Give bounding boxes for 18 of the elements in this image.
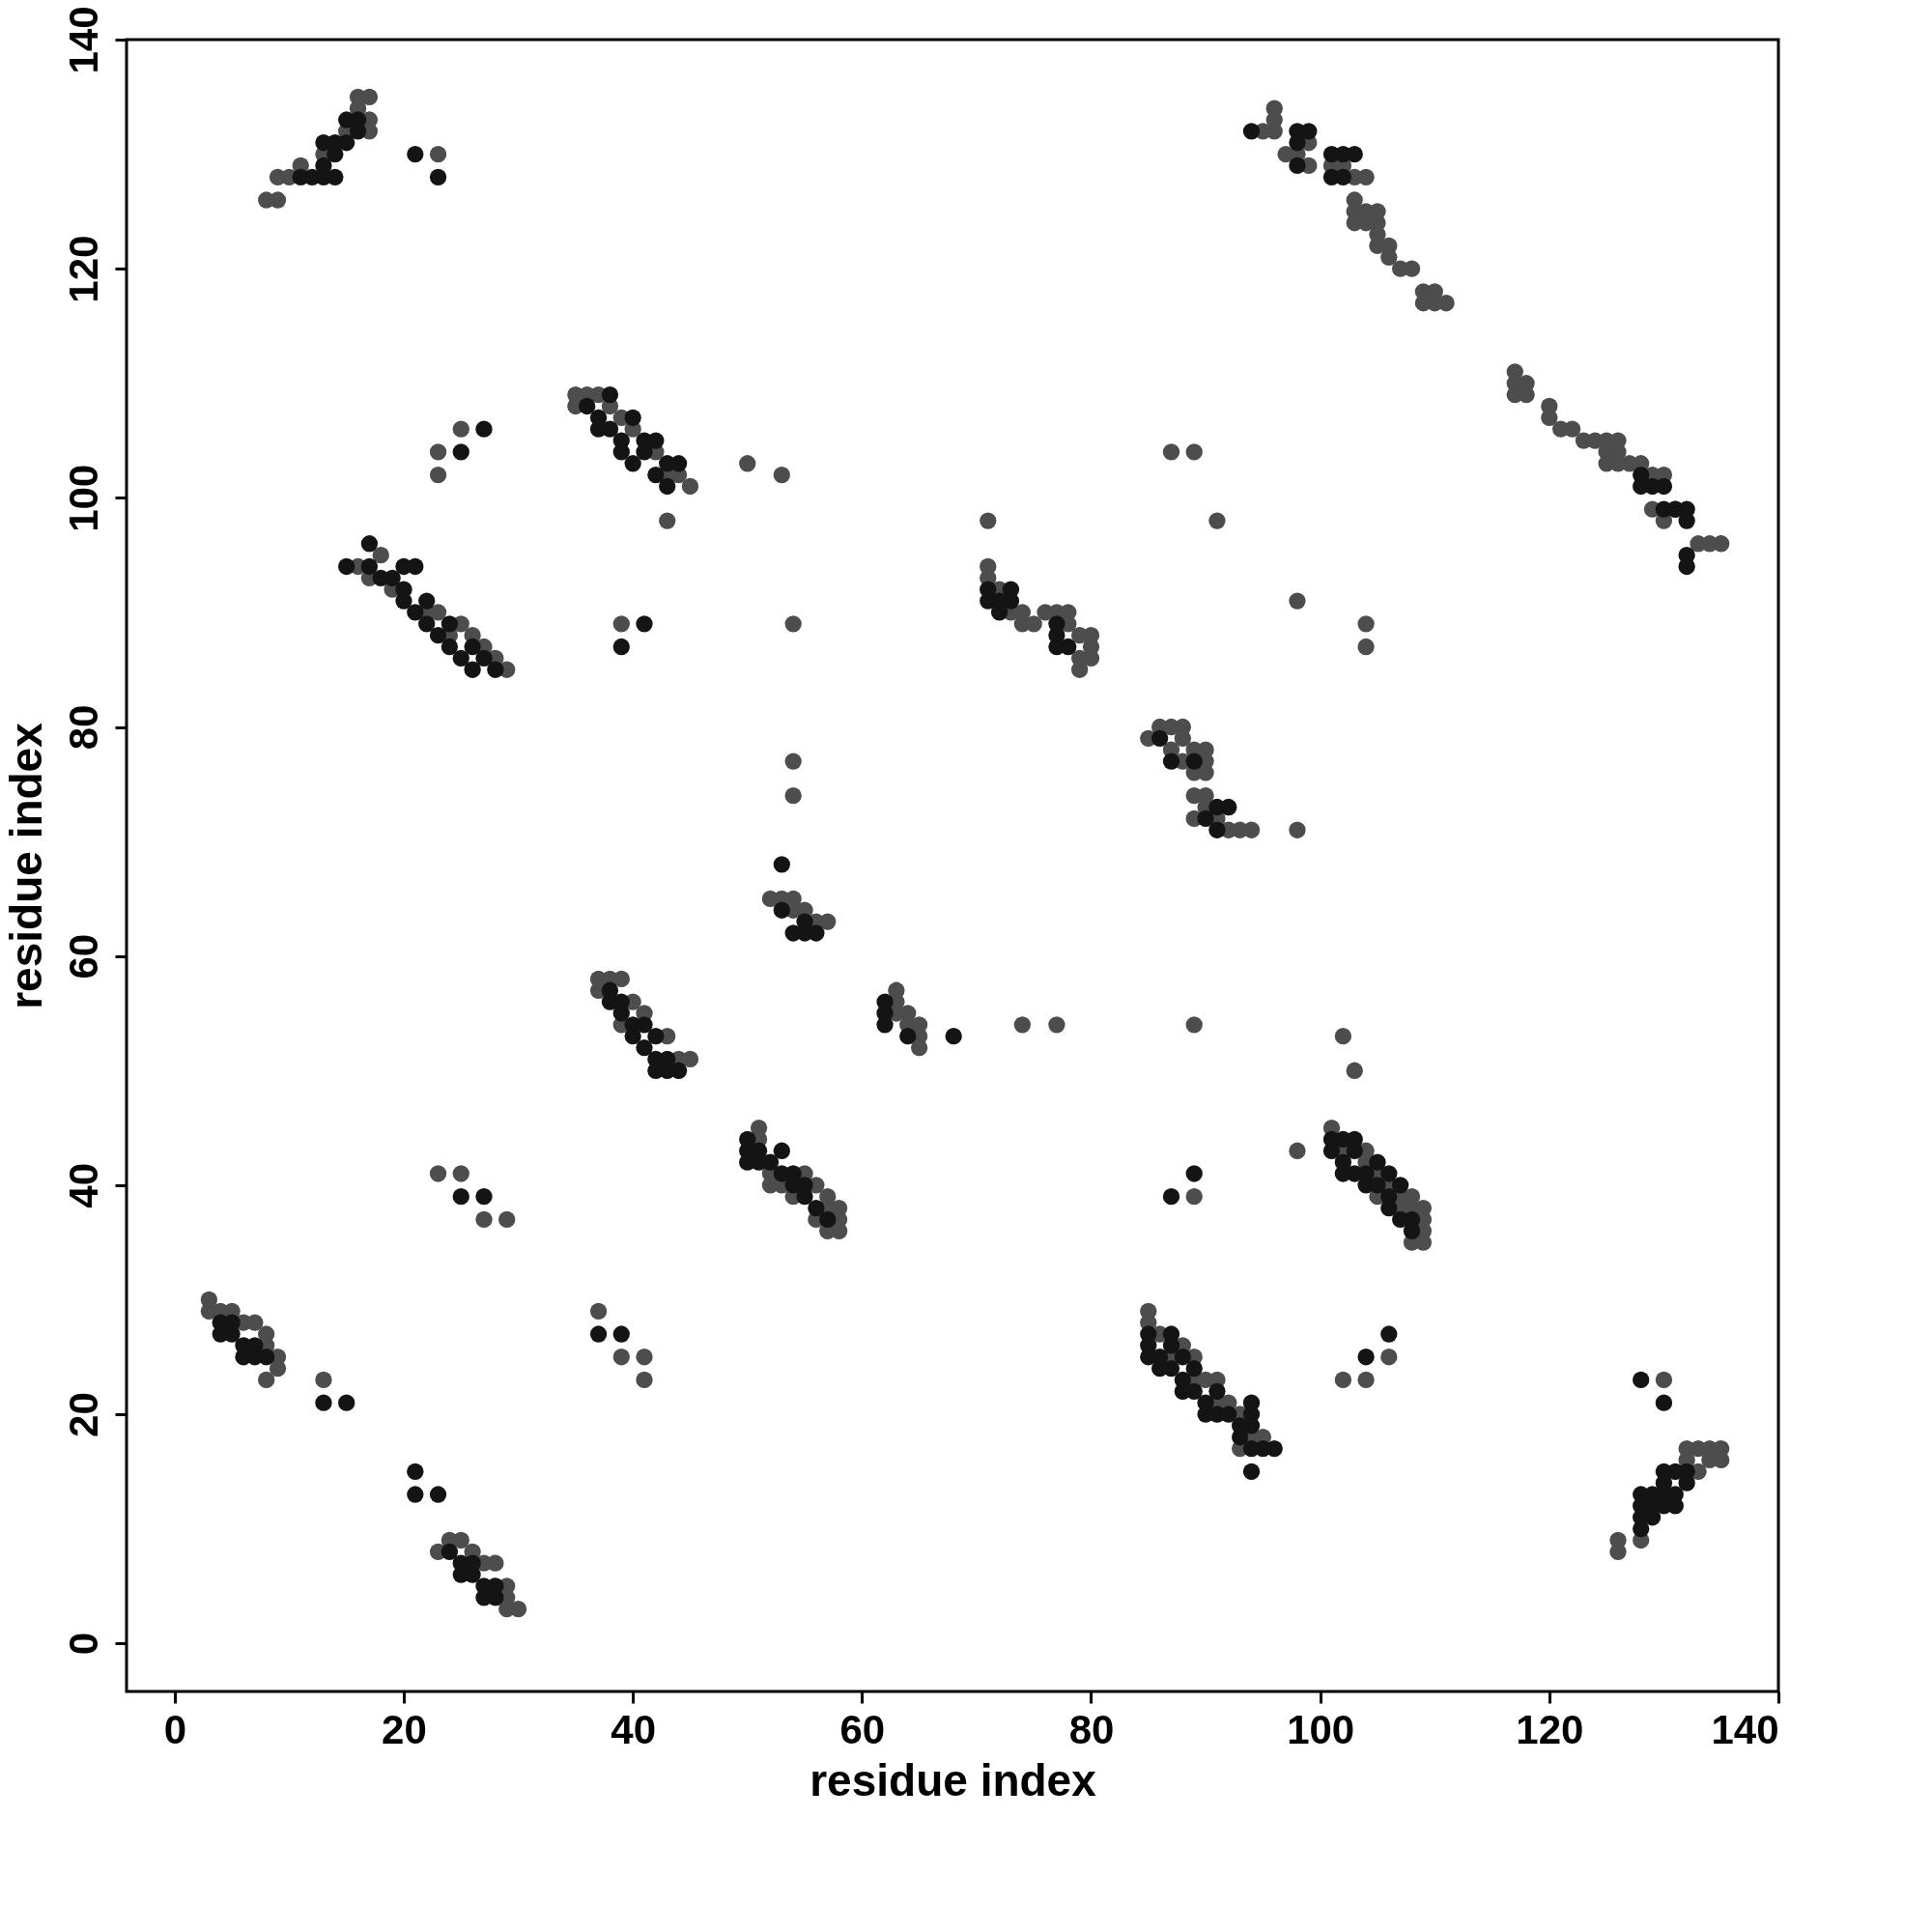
x-tick-label: 60	[839, 1706, 886, 1752]
x-tick-label: 40	[611, 1706, 657, 1752]
y-tick-label: 0	[60, 1633, 106, 1656]
x-tick-label: 100	[1287, 1706, 1355, 1752]
y-tick-label: 40	[60, 1162, 106, 1208]
x-tick-label: 0	[163, 1706, 186, 1752]
y-axis-title: residue index	[0, 722, 51, 1009]
y-tick-label: 80	[60, 704, 106, 751]
y-tick-label: 140	[60, 6, 106, 74]
x-tick-label: 120	[1516, 1706, 1584, 1752]
y-tick-label: 100	[60, 464, 106, 532]
x-axis-title: residue index	[810, 1754, 1097, 1805]
x-tick-label: 20	[382, 1706, 427, 1752]
y-tick-label: 60	[60, 933, 106, 980]
x-tick-label: 80	[1068, 1706, 1115, 1752]
y-tick-label: 120	[60, 235, 106, 303]
x-tick-label: 140	[1711, 1706, 1779, 1752]
y-tick-label: 20	[60, 1392, 106, 1437]
